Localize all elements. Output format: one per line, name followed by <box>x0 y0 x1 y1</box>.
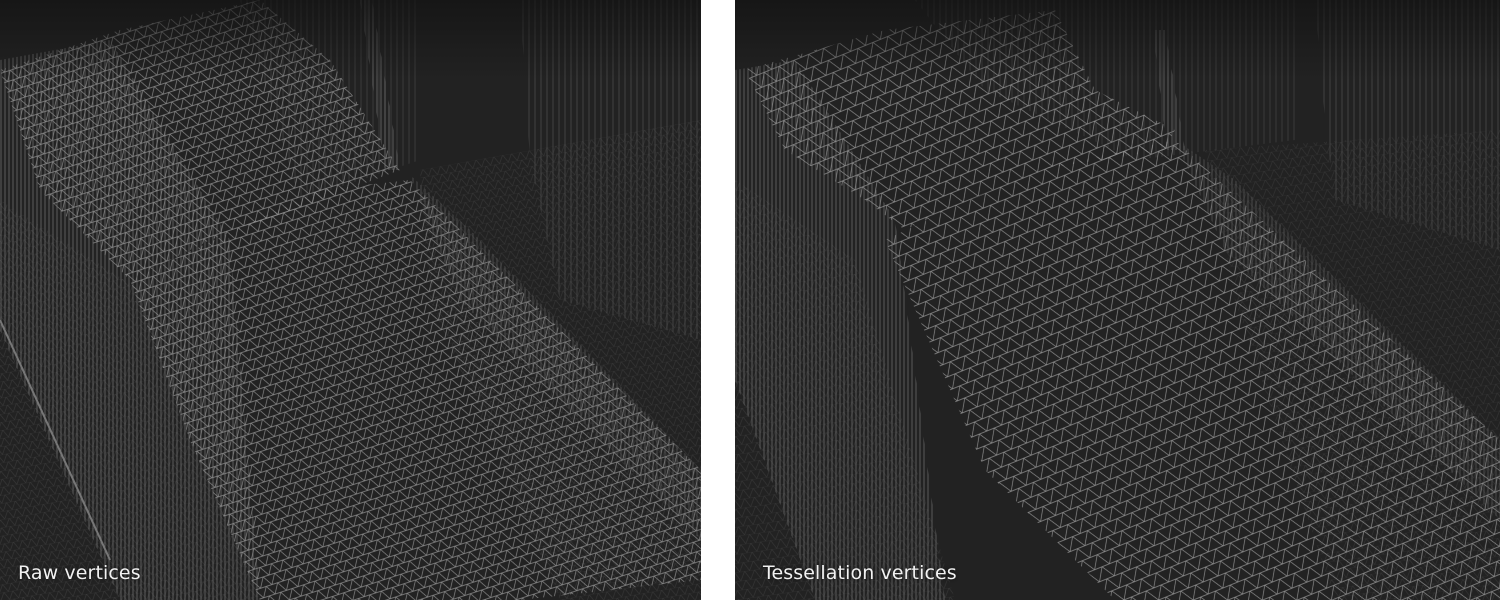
raw-wireframe-render <box>0 0 701 600</box>
tessellation-vertices-panel: Tessellation vertices <box>735 0 1500 600</box>
panel-caption: Tessellation vertices <box>763 562 957 584</box>
panel-caption: Raw vertices <box>18 562 141 584</box>
raw-vertices-panel: Raw vertices <box>0 0 701 600</box>
tessellation-wireframe-render <box>735 0 1500 600</box>
